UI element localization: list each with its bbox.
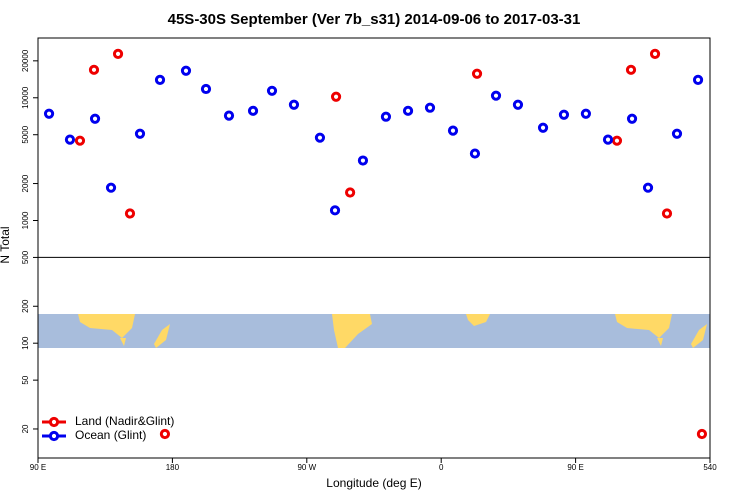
point (490, 90, 502, 101)
x-tick-label: 90 W (297, 463, 316, 472)
legend-marker (48, 430, 60, 442)
x-tick-label: 540 (703, 463, 717, 472)
point (649, 48, 661, 59)
point (288, 99, 300, 110)
point (671, 128, 683, 139)
point (357, 155, 369, 166)
point (88, 64, 100, 75)
y-tick-label: 2000 (21, 174, 30, 192)
point (625, 64, 637, 75)
point (134, 128, 146, 139)
plot-frame (37, 37, 711, 459)
point (200, 83, 212, 95)
point (89, 113, 101, 124)
point (512, 99, 524, 110)
point (223, 110, 235, 121)
point (380, 111, 392, 122)
y-axis-label: N Total (0, 226, 12, 263)
point (266, 85, 278, 96)
point (330, 91, 342, 102)
y-tick-label: 100 (21, 336, 30, 350)
point (626, 113, 638, 124)
point (537, 122, 549, 133)
point (580, 108, 592, 119)
x-tick-label: 0 (439, 463, 444, 472)
legend-marker (48, 416, 60, 428)
point (469, 148, 481, 159)
point (314, 132, 326, 143)
point (247, 105, 259, 116)
point (64, 134, 76, 145)
map-strip (38, 314, 710, 348)
x-tick-label: 180 (166, 463, 180, 472)
legend-label: Ocean (Glint) (75, 428, 146, 442)
point (124, 208, 136, 219)
point (661, 208, 673, 219)
x-axis-label: Longitude (deg E) (326, 476, 421, 490)
point (154, 74, 166, 85)
point (642, 182, 654, 193)
point (558, 109, 570, 120)
legend-label: Land (Nadir&Glint) (75, 414, 174, 428)
y-tick-label: 200 (21, 299, 30, 313)
y-tick-label: 20000 (21, 49, 30, 72)
y-tick-label: 500 (21, 250, 30, 264)
point (402, 105, 414, 116)
point (112, 48, 124, 59)
point (611, 135, 623, 146)
point (602, 134, 614, 145)
y-tick-label: 20 (21, 424, 30, 433)
point (159, 428, 171, 440)
y-tick-label: 1000 (21, 211, 30, 229)
point (345, 187, 356, 198)
point (696, 428, 708, 440)
point (692, 74, 704, 85)
point (74, 135, 86, 146)
y-tick-label: 50 (21, 375, 30, 384)
x-tick-label: 90 E (30, 463, 46, 472)
point (43, 108, 55, 119)
point (447, 125, 459, 136)
chart-title: 45S-30S September (Ver 7b_s31) 2014-09-0… (168, 11, 581, 28)
y-tick-label: 5000 (21, 125, 30, 143)
point (180, 65, 192, 76)
point (105, 182, 117, 193)
y-tick-label: 10000 (21, 86, 30, 109)
point (424, 102, 436, 113)
x-tick-label: 90 E (567, 463, 583, 472)
point (471, 68, 483, 79)
point (329, 205, 341, 216)
